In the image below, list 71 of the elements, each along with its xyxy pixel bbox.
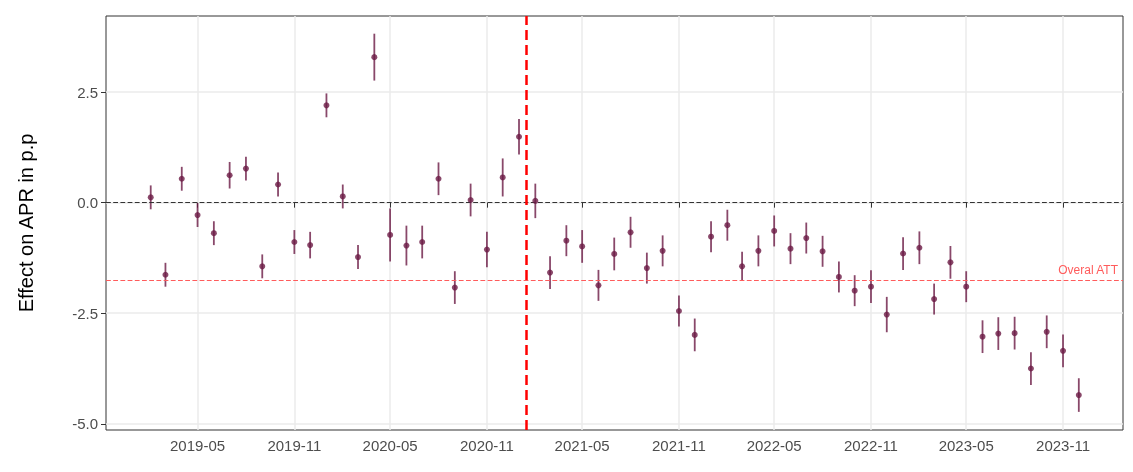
x-tick-label: 2022-05 [746, 437, 802, 454]
point [819, 248, 826, 255]
point [563, 237, 570, 244]
point [755, 247, 762, 254]
point [435, 175, 442, 182]
point [835, 273, 842, 280]
point [403, 242, 410, 249]
point [708, 233, 715, 240]
x-tick-label: 2019-05 [170, 437, 226, 454]
point [275, 181, 282, 188]
point [771, 227, 778, 234]
point [724, 222, 731, 229]
point [339, 193, 346, 200]
point [867, 283, 874, 290]
point [1060, 347, 1067, 354]
x-tick-label: 2021-05 [554, 437, 610, 454]
point [947, 259, 954, 266]
point [931, 296, 938, 303]
ref-line-label: Overal ATT [1058, 262, 1119, 277]
point [483, 246, 490, 253]
point [516, 133, 523, 140]
point [916, 244, 923, 251]
point [611, 250, 618, 257]
point [900, 250, 907, 257]
point [595, 282, 602, 289]
point [194, 212, 201, 219]
point [579, 243, 586, 250]
y-axis-title: Effect on APR in p.p [15, 133, 37, 313]
point [532, 197, 539, 204]
point [210, 230, 217, 237]
point [643, 265, 650, 272]
y-tick-label: 0.0 [77, 194, 98, 212]
y-tick-label: -2.5 [72, 304, 98, 322]
point [467, 197, 474, 203]
point [739, 263, 746, 270]
point [242, 165, 249, 172]
point [1043, 328, 1050, 335]
x-tick-label: 2020-11 [459, 437, 514, 454]
x-tick-label: 2023-05 [938, 437, 994, 454]
point [963, 283, 970, 290]
point [1075, 392, 1082, 399]
point [419, 239, 426, 246]
point [323, 102, 330, 109]
x-tick-label: 2022-11 [844, 437, 898, 454]
point [147, 194, 154, 201]
point [226, 172, 233, 179]
point [178, 175, 185, 182]
point [547, 269, 554, 276]
point [355, 254, 362, 261]
point [803, 235, 810, 242]
x-tick-label: 2020-05 [362, 437, 418, 454]
point [307, 242, 314, 249]
point [451, 284, 458, 291]
point [851, 287, 858, 294]
y-tick-label: -5.0 [72, 415, 98, 433]
point [291, 239, 298, 246]
point [659, 247, 666, 254]
x-tick-label: 2019-11 [267, 437, 322, 454]
point [675, 308, 682, 315]
point [387, 231, 394, 238]
y-tick-label: 2.5 [77, 83, 98, 101]
point [371, 54, 378, 61]
point [627, 229, 634, 236]
point [691, 331, 698, 338]
x-tick-label: 2021-11 [651, 437, 706, 454]
point [1011, 330, 1018, 337]
point [883, 311, 890, 318]
x-tick-label: 2023-11 [1036, 437, 1090, 454]
point [259, 263, 266, 270]
point [162, 271, 169, 278]
point [1027, 365, 1034, 372]
